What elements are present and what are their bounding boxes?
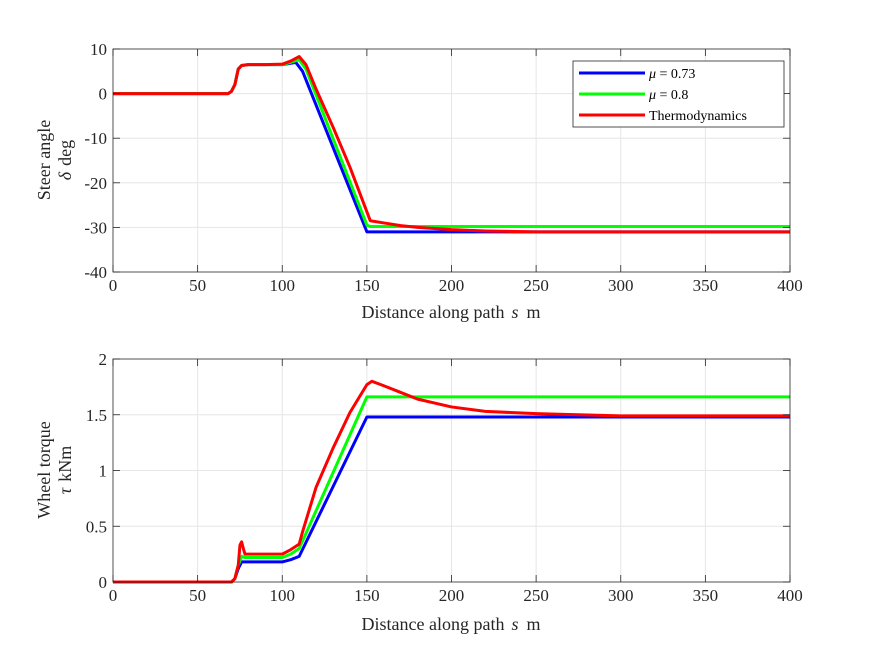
steer-x-tick-label: 50 — [189, 276, 206, 295]
steer-x-axis-label: Distance along path s m — [362, 302, 541, 322]
steer-x-tick-label: 300 — [608, 276, 634, 295]
steer-x-tick-label: 200 — [439, 276, 465, 295]
steer-y-label-line1: Steer angle — [34, 120, 54, 200]
steer-series-group — [113, 55, 790, 234]
torque-x-axis-label: Distance along path s m — [362, 614, 541, 634]
torque-x-tick-label: 400 — [777, 586, 803, 605]
steer-y-tick-label: -10 — [84, 129, 107, 148]
steer-y-tick-label: 0 — [99, 85, 108, 104]
torque-series-group — [113, 379, 790, 584]
torque-x-tick-label: 0 — [109, 586, 118, 605]
legend-entry-mu-08: μ = 0.8 — [648, 88, 688, 103]
wheel-torque-plot: 0 50 100 150 200 250 300 350 400 0 0.5 1 1.5 2 Dista… — [34, 350, 803, 634]
steer-x-tick-label: 100 — [270, 276, 296, 295]
torque-x-tick-label: 250 — [523, 586, 549, 605]
torque-x-tick-labels: 0 50 100 150 200 250 300 350 400 — [109, 586, 803, 605]
torque-y-label-line2: τkNm — [55, 446, 75, 494]
steer-x-tick-labels: 0 50 100 150 200 250 300 350 400 — [109, 276, 803, 295]
torque-y-axis-label: Wheel torque τkNm — [34, 421, 75, 518]
steer-x-tick-label: 350 — [693, 276, 719, 295]
steer-y-tick-label: -30 — [84, 218, 107, 237]
steer-angle-plot: 0 50 100 150 200 250 300 350 400 -40 -30 -20 -10 0 10… — [34, 40, 803, 322]
torque-ticks — [112, 358, 791, 583]
torque-x-tick-label: 50 — [189, 586, 206, 605]
steer-x-tick-label: 150 — [354, 276, 380, 295]
torque-y-tick-labels: 0 0.5 1 1.5 2 — [86, 350, 107, 592]
legend-entry-mu-073: μ = 0.73 — [648, 67, 695, 82]
steer-y-tick-label: -20 — [84, 174, 107, 193]
steer-ticks — [112, 48, 791, 273]
torque-y-tick-label: 1.5 — [86, 406, 107, 425]
steer-y-tick-label: 10 — [90, 40, 107, 59]
torque-y-label-line1: Wheel torque — [34, 421, 54, 518]
torque-y-tick-label: 0.5 — [86, 517, 107, 536]
torque-y-tick-label: 2 — [99, 350, 108, 369]
torque-x-tick-label: 200 — [439, 586, 465, 605]
torque-x-tick-label: 100 — [270, 586, 296, 605]
torque-y-tick-label: 0 — [99, 573, 108, 592]
steer-x-tick-label: 400 — [777, 276, 803, 295]
torque-x-tick-label: 300 — [608, 586, 634, 605]
steer-y-tick-label: -40 — [84, 263, 107, 282]
steer-x-tick-label: 250 — [523, 276, 549, 295]
torque-x-tick-label: 150 — [354, 586, 380, 605]
steer-y-tick-labels: -40 -30 -20 -10 0 10 — [84, 40, 107, 282]
legend-entry-thermodynamics: Thermodynamics — [649, 109, 747, 124]
steer-y-label-line2: δdeg — [55, 140, 75, 180]
steer-series-2-line — [113, 55, 790, 234]
steer-x-tick-label: 0 — [109, 276, 118, 295]
torque-y-tick-label: 1 — [99, 462, 108, 481]
legend: μ = 0.73 μ = 0.8 Thermodynamics — [572, 60, 785, 128]
steer-y-axis-label: Steer angle δdeg — [34, 120, 75, 200]
torque-x-tick-label: 350 — [693, 586, 719, 605]
torque-series-2-line — [113, 379, 790, 584]
